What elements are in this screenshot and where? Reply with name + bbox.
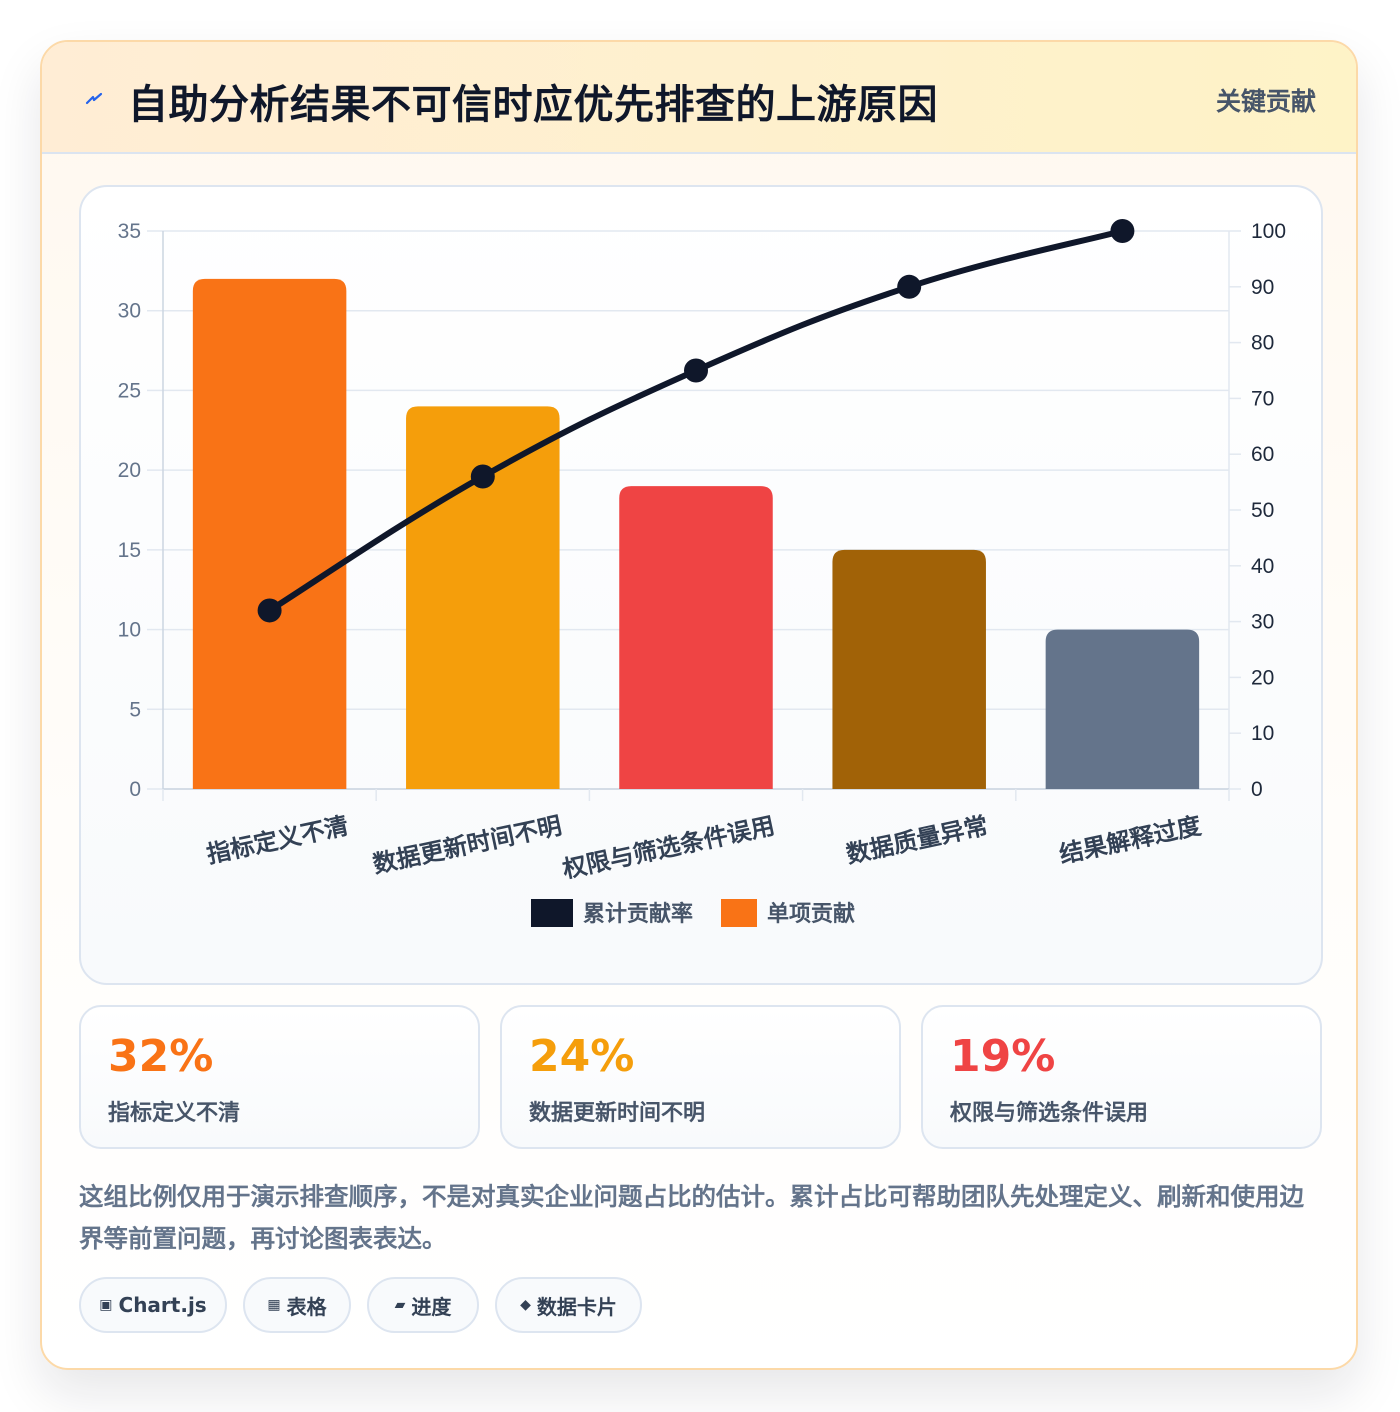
stat-value: 19% (950, 1031, 1056, 1082)
y2-tick-label: 80 (1251, 332, 1274, 355)
y2-tick-label: 50 (1251, 499, 1274, 522)
y-tick-label: 35 (118, 220, 141, 243)
y2-tick-label: 30 (1251, 611, 1274, 634)
legend-label: 累计贡献率 (583, 901, 693, 927)
stat-card: 24% 数据更新时间不明 (500, 1005, 901, 1149)
cumulative-point (470, 464, 495, 489)
chip-table[interactable]: ▦ 表格 (243, 1277, 351, 1333)
stat-value: 24% (529, 1031, 635, 1082)
page-title: 自助分析结果不可信时应优先排查的上游原因 (128, 82, 938, 128)
analysis-card: 自助分析结果不可信时应优先排查的上游原因 关键贡献 0 5 10 15 20 25 30 35… (40, 40, 1358, 1370)
y2-tick-label: 60 (1251, 443, 1274, 466)
chart-panel: 0 5 10 15 20 25 30 35 0 10 20 30 40 50 60 70 80 90 100 指标定义… (79, 185, 1323, 985)
stat-card: 32% 指标定义不清 (79, 1005, 480, 1149)
legend-swatch (531, 899, 573, 927)
bar (1045, 629, 1200, 789)
legend-label: 单项贡献 (767, 901, 855, 927)
lightning-icon (85, 92, 103, 105)
card-header: 自助分析结果不可信时应优先排查的上游原因 关键贡献 (42, 42, 1356, 154)
y2-tick-label: 100 (1251, 220, 1286, 243)
y-tick-label: 20 (118, 459, 141, 482)
stat-cards: 32% 指标定义不清 24% 数据更新时间不明 19% 权限与筛选条件误用 (79, 1005, 1323, 1149)
stat-label: 权限与筛选条件误用 (950, 1101, 1149, 1126)
bar (619, 486, 773, 789)
y-tick-label: 5 (129, 698, 141, 721)
stat-label: 指标定义不清 (108, 1101, 241, 1126)
x-tick-label: 权限与筛选条件误用 (559, 811, 777, 884)
tech-chips: ▣ Chart.js ▦ 表格 ▰ 进度 ◆ 数据卡片 (79, 1277, 1325, 1335)
table-icon: ▦ (267, 1297, 281, 1313)
stat-label: 数据更新时间不明 (529, 1101, 706, 1126)
diamond-icon: ◆ (520, 1297, 531, 1313)
chip-label: 数据卡片 (536, 1294, 617, 1319)
chip-label: 进度 (411, 1294, 452, 1319)
legend-swatch (721, 899, 757, 927)
y2-tick-label: 40 (1251, 555, 1274, 578)
stat-value: 32% (108, 1031, 214, 1082)
y-tick-label: 30 (118, 300, 141, 323)
y-tick-label: 25 (118, 379, 141, 402)
cumulative-point (257, 598, 282, 623)
cumulative-point (897, 274, 922, 299)
cumulative-point (684, 358, 708, 383)
y2-tick-label: 0 (1251, 778, 1263, 801)
y2-tick-label: 20 (1251, 666, 1274, 689)
x-tick-label: 数据质量异常 (844, 811, 991, 868)
chip-label: Chart.js (118, 1293, 207, 1317)
y2-tick-label: 70 (1251, 387, 1274, 410)
chip-data-card[interactable]: ◆ 数据卡片 (495, 1277, 642, 1333)
y-tick-label: 0 (129, 778, 141, 801)
y2-tick-label: 10 (1251, 722, 1274, 745)
progress-icon: ▰ (394, 1297, 406, 1313)
stat-card: 19% 权限与筛选条件误用 (921, 1005, 1322, 1149)
bar (406, 406, 560, 789)
cumulative-point (1110, 219, 1135, 243)
y2-tick-label: 90 (1251, 276, 1274, 299)
pareto-chart: 0 5 10 15 20 25 30 35 0 10 20 30 40 50 60 70 80 90 100 指标定义… (118, 219, 1286, 927)
bar (192, 278, 347, 789)
x-tick-label: 结果解释过度 (1057, 811, 1205, 869)
y-tick-label: 15 (118, 539, 141, 562)
chip-label: 表格 (286, 1294, 327, 1319)
header-tag: 关键贡献 (1215, 87, 1316, 116)
chart-icon: ▣ (99, 1297, 113, 1313)
bar (832, 549, 986, 789)
x-tick-label: 指标定义不清 (204, 811, 351, 868)
chip-chartjs[interactable]: ▣ Chart.js (79, 1277, 227, 1333)
y-tick-label: 10 (118, 619, 141, 642)
chip-progress[interactable]: ▰ 进度 (367, 1277, 479, 1333)
x-tick-label: 数据更新时间不明 (370, 811, 564, 878)
footnote: 这组比例仅用于演示排查顺序，不是对真实企业问题占比的估计。累计占比可帮助团队先处… (79, 1182, 1304, 1253)
